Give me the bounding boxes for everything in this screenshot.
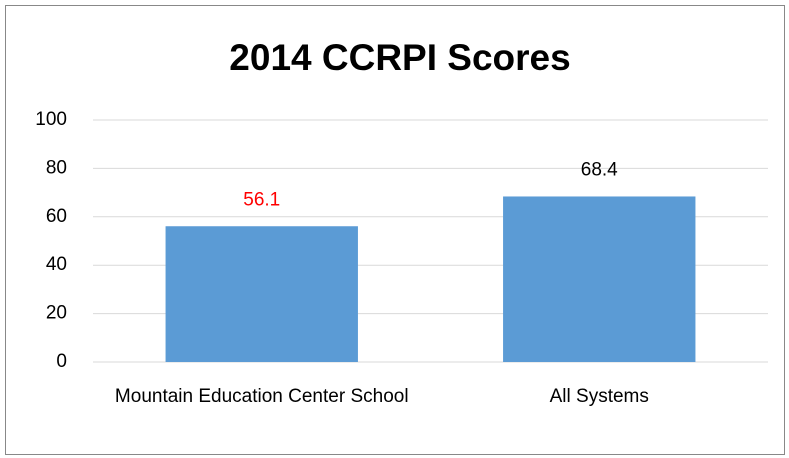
y-tick-label: 20 [46,303,67,324]
y-tick-label: 60 [46,206,67,227]
y-tick-label: 40 [46,254,67,275]
x-tick-label: Mountain Education Center School [114,386,409,407]
bar [503,196,696,362]
data-label: 56.1 [243,189,280,210]
y-tick-label: 0 [56,351,67,372]
bar [165,226,358,362]
x-tick-label: All Systems [549,386,649,407]
y-tick-label: 100 [35,109,67,130]
y-tick-label: 80 [46,157,67,178]
chart-title: 2014 CCRPI Scores [229,37,570,78]
data-label: 68.4 [581,159,618,180]
